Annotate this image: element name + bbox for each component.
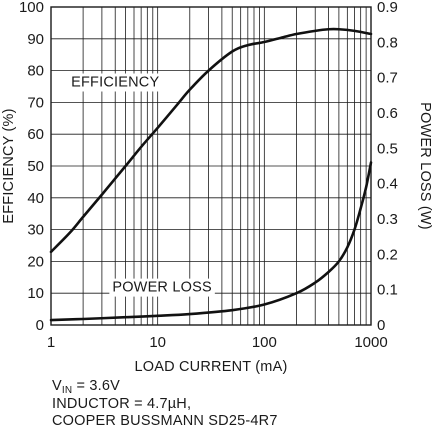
y-left-tick-label: 20 — [27, 253, 44, 270]
y-right-tick-label: 0.3 — [377, 211, 398, 228]
x-tick-label: 1000 — [354, 334, 387, 351]
y-right-tick-label: 0.5 — [377, 140, 398, 157]
y-right-tick-label: 0.1 — [377, 282, 398, 299]
test-conditions: VIN = 3.6V INDUCTOR = 4.7µH, COOPER BUSS… — [52, 378, 278, 430]
y-right-tick-label: 0.8 — [377, 34, 398, 51]
series-line-efficiency — [49, 27, 373, 254]
inductor-part: COOPER BUSSMANN SD25-4R7 — [52, 413, 278, 429]
y-axis-left-title: EFFICIENCY (%) — [1, 108, 17, 223]
y-left-tick-label: 90 — [27, 31, 44, 48]
y-left-tick-label: 60 — [27, 126, 44, 143]
y-left-tick-label: 0 — [36, 317, 44, 334]
y-right-tick-label: 0.4 — [377, 176, 398, 193]
vin-subscript: IN — [61, 385, 73, 396]
vin-condition: VIN = 3.6V — [52, 378, 278, 396]
y-left-tick-label: 50 — [27, 158, 44, 175]
annotation-background — [109, 278, 215, 297]
y-left-tick-label: 30 — [27, 222, 44, 239]
inductor-condition: INDUCTOR = 4.7µH, — [52, 396, 192, 412]
x-axis-title: LOAD CURRENT (mA) — [135, 359, 288, 375]
vin-symbol: V — [52, 378, 62, 394]
y-left-tick-label: 10 — [27, 285, 44, 302]
series-line-power-loss — [49, 161, 373, 322]
annotations: EFFICIENCY POWER LOSS — [68, 73, 215, 297]
y-axis-right-title: POWER LOSS (W) — [417, 102, 433, 230]
y-left-tick-label: 70 — [27, 94, 44, 111]
vin-value: = 3.6V — [72, 378, 121, 394]
x-tick-label: 100 — [252, 334, 277, 351]
series-curves — [49, 27, 373, 322]
y-right-tick-label: 0 — [377, 317, 385, 334]
annotation-label: EFFICIENCY — [71, 75, 159, 91]
annotation-background — [68, 73, 163, 92]
y-right-tick-label: 0.2 — [377, 246, 398, 263]
annotation-label: POWER LOSS — [112, 280, 212, 296]
y-right-tick-label: 0.6 — [377, 105, 398, 122]
y-left-tick-label: 40 — [27, 190, 44, 207]
y-left-tick-label: 100 — [19, 0, 44, 16]
y-left-tick-label: 80 — [27, 63, 44, 80]
y-right-tick-label: 0.9 — [377, 0, 398, 16]
x-tick-label: 1 — [47, 334, 55, 351]
x-tick-label: 10 — [149, 334, 166, 351]
y-right-tick-label: 0.7 — [377, 70, 398, 87]
tick-labels: 010203040506070809010000.10.20.30.40.50.… — [19, 0, 398, 351]
